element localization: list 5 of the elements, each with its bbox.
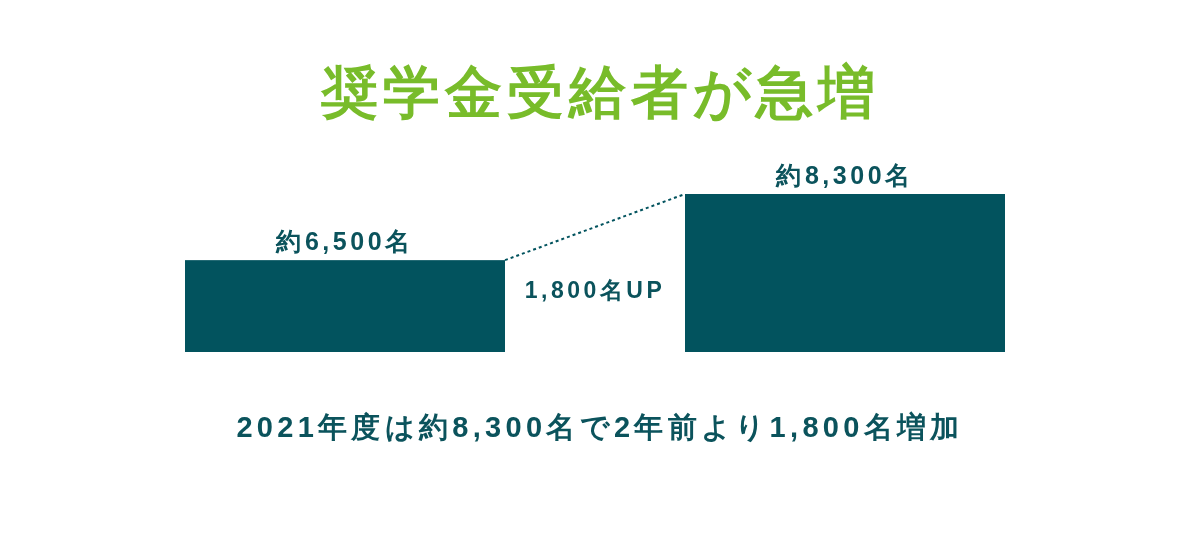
text: 2021年度は約8,300名で2年前より1,800名増加 xyxy=(236,411,964,443)
chart-title: 奨学金受給者が急増 xyxy=(319,60,880,124)
data-label: 約6,500名 xyxy=(275,227,414,256)
data-label: 約8,300名 xyxy=(775,161,914,189)
annotation: 1,800名UP xyxy=(524,277,666,303)
